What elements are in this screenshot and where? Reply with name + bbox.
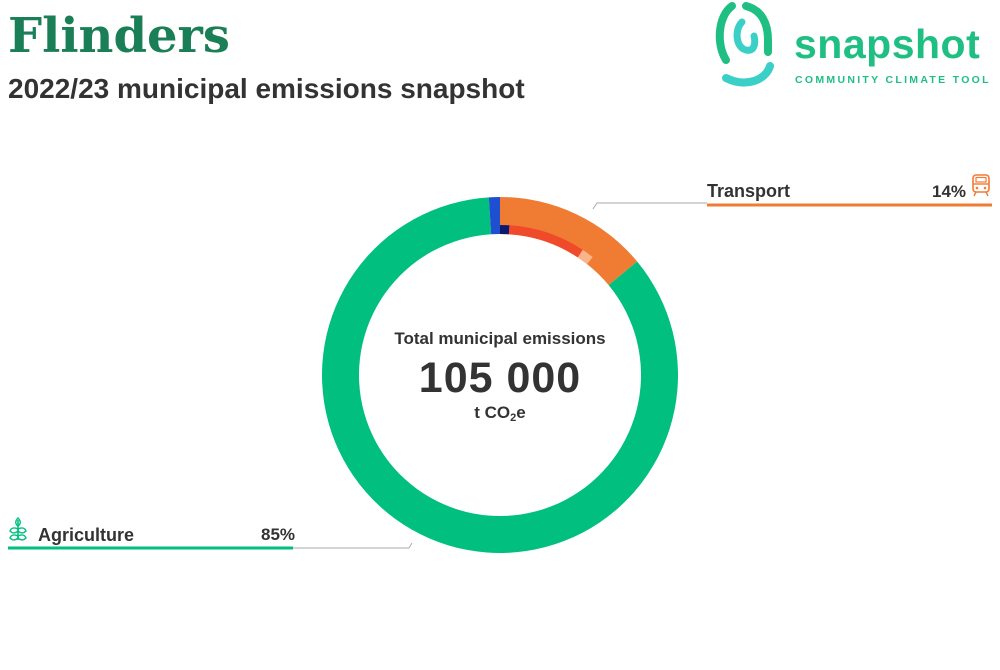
train-icon bbox=[972, 174, 990, 197]
transport-percent: 14% bbox=[932, 182, 967, 201]
inner-slice-0[interactable] bbox=[500, 225, 510, 235]
inner-ring bbox=[500, 225, 593, 265]
unit-suffix: e bbox=[516, 403, 526, 422]
agriculture-label: Agriculture bbox=[38, 525, 135, 545]
page-subtitle: 2022/23 municipal emissions snapshot bbox=[8, 73, 525, 104]
transport-label: Transport bbox=[707, 181, 791, 201]
page-title: Flinders bbox=[8, 8, 230, 64]
outer-slice-other-2[interactable] bbox=[488, 197, 500, 235]
agriculture-percent: 85% bbox=[261, 525, 296, 544]
center-caption: Total municipal emissions bbox=[394, 329, 606, 348]
logo-wordmark: snapshot bbox=[794, 21, 981, 67]
total-emissions-value: 105 000 bbox=[418, 354, 582, 402]
outer-slice-transport[interactable] bbox=[500, 197, 638, 286]
logo-tagline: COMMUNITY CLIMATE TOOL bbox=[795, 74, 991, 86]
agriculture-leader-line bbox=[293, 542, 413, 549]
transport-leader-line bbox=[592, 202, 707, 210]
inner-slice-2[interactable] bbox=[577, 249, 593, 265]
unit-prefix: t CO bbox=[474, 403, 511, 422]
wheat-icon bbox=[9, 517, 27, 541]
inner-slice-1[interactable] bbox=[508, 225, 583, 258]
snapshot-logo[interactable]: snapshot COMMUNITY CLIMATE TOOL bbox=[712, 0, 1000, 92]
fingerprint-icon bbox=[715, 2, 774, 87]
outer-ring bbox=[322, 197, 678, 553]
emissions-unit: t CO2e bbox=[350, 402, 650, 429]
unit-subscript: 2 bbox=[510, 412, 517, 424]
